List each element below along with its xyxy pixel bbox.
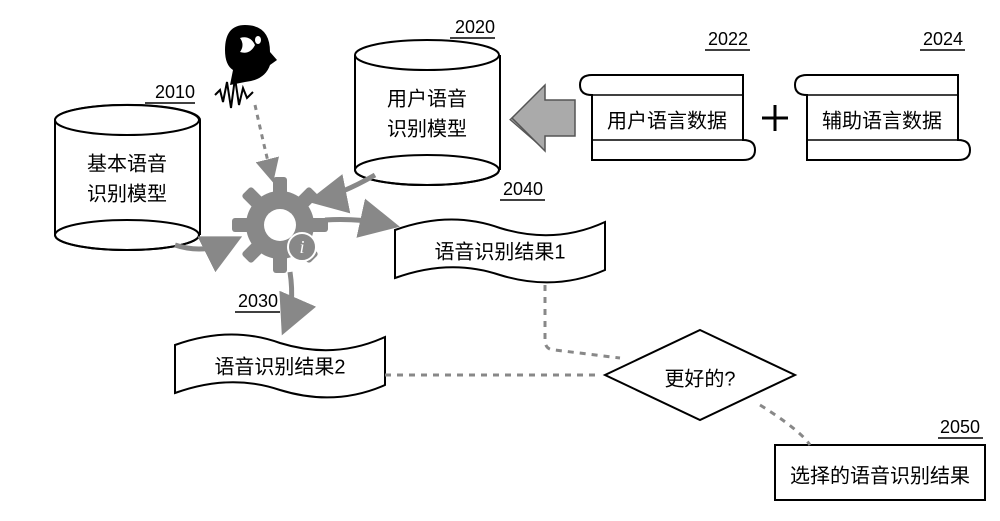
result-label: 选择的语音识别结果 [790,464,970,487]
edge-user-gear [315,175,375,200]
block-arrow-to-db-user-shape [512,85,575,151]
ref-2020: 2020 [455,17,495,37]
ref-2030: 2030 [238,291,278,311]
voice-icon [215,25,277,108]
edge-gear-banner2 [285,272,292,328]
ref-2050: 2050 [940,417,980,437]
plus-icon [762,105,788,131]
ref-2010: 2010 [155,82,195,102]
edge-banner1-decision [545,285,620,358]
node-db-basic: 基本语音 识别模型 [55,105,200,250]
ref-2022: 2022 [708,29,748,49]
edge-voice-gear [255,105,272,178]
banner1-label: 语音识别结果1 [434,240,565,263]
scroll-user-label: 用户语言数据 [607,109,727,132]
node-result: 选择的语音识别结果 [775,445,985,500]
node-decision: 更好的? [605,330,795,420]
node-scroll-user: 用户语言数据 [580,75,755,160]
db-basic-label-2: 识别模型 [87,182,167,205]
node-scroll-aux: 辅助语言数据 [795,75,970,160]
ref-2024: 2024 [923,29,963,49]
scroll-aux-label: 辅助语言数据 [822,109,942,132]
db-user-label-1: 用户语音 [387,87,467,110]
edge-decision-result [760,405,810,445]
decision-label: 更好的? [664,367,735,390]
node-db-user: 用户语音 识别模型 [355,40,500,185]
edge-gear-banner1 [325,220,392,225]
node-banner1: 语音识别结果1 [395,219,605,282]
node-banner2: 语音识别结果2 [175,334,385,397]
diagram-canvas: 基本语音 识别模型 2010 用户语音 识别模型 2020 用户语言数据 202… [0,0,1000,521]
info-badge-i: i [299,237,304,257]
db-basic-label-1: 基本语音 [87,152,167,175]
banner2-label: 语音识别结果2 [214,355,345,378]
db-user-label-2: 识别模型 [387,117,467,140]
ref-2040: 2040 [503,179,543,199]
gear-icon: i [232,177,328,273]
